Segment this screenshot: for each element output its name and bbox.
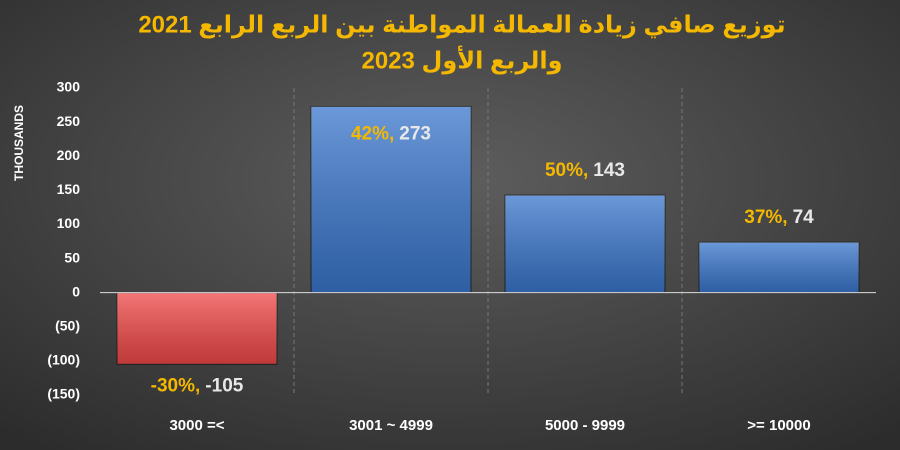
y-tick-label: 300: [57, 79, 81, 95]
bar-shade: [699, 242, 859, 293]
x-tick-label: 3001 ~ 4999: [349, 417, 433, 434]
data-label: 37%, 74: [744, 207, 814, 228]
chart-title: والربع الأول 2023: [361, 45, 562, 74]
share-label: 42%,: [351, 123, 394, 144]
x-tick-label: 5000 - 9999: [545, 417, 625, 434]
share-label: -30%,: [151, 375, 201, 396]
y-tick-label: (50): [55, 317, 80, 333]
y-tick-label: 200: [57, 147, 81, 163]
chart-title: توزيع صافي زيادة العمالة المواطنة بين ال…: [138, 11, 785, 38]
data-label: 50%, 143: [545, 160, 625, 181]
data-label: -30%, -105: [151, 375, 244, 396]
bar-shade: [117, 292, 277, 365]
share-label: 50%,: [545, 160, 588, 181]
y-tick-label: 0: [72, 283, 80, 299]
y-tick-label: 150: [57, 181, 81, 197]
data-label: 42%, 273: [351, 123, 431, 144]
share-label: 37%,: [744, 207, 787, 228]
y-tick-label: 50: [64, 249, 80, 265]
value-label: -105: [205, 375, 243, 396]
y-tick-label: (150): [47, 386, 80, 402]
x-tick-label: >= 10000: [747, 417, 810, 434]
bar-shade: [505, 195, 665, 293]
value-label: 143: [593, 160, 625, 181]
value-label: 273: [399, 123, 431, 144]
x-tick-label: 3000 =<: [169, 417, 224, 434]
y-tick-label: 100: [57, 215, 81, 231]
y-tick-label: 250: [57, 113, 81, 129]
y-axis-label: THOUSANDS: [12, 105, 26, 181]
value-label: 74: [793, 207, 815, 228]
y-tick-label: (100): [47, 352, 80, 368]
bar-shade: [311, 106, 471, 293]
